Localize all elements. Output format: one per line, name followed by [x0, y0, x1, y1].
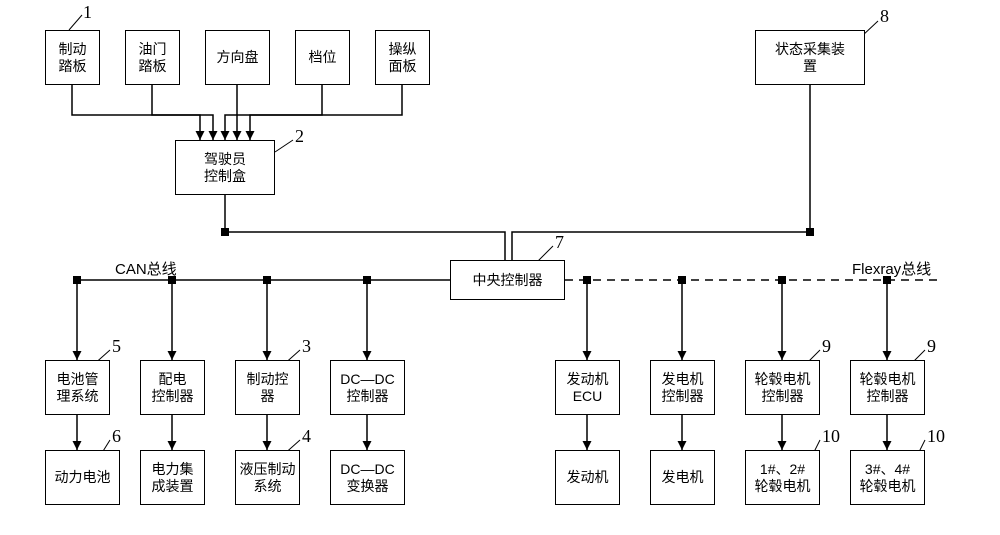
node-control-panel: 操纵面板	[375, 30, 430, 85]
node-label: 方向盘	[217, 49, 259, 66]
node-label: 发电机	[662, 469, 704, 486]
node-label: 制动控器	[247, 371, 289, 405]
annotation-10a: 10	[822, 426, 840, 447]
node-generator: 发电机	[650, 450, 715, 505]
annotation-9b: 9	[927, 336, 936, 357]
node-label: 档位	[309, 49, 337, 66]
node-label: DC—DC变换器	[340, 461, 394, 495]
node-label: DC—DC控制器	[340, 371, 394, 405]
node-label: 动力电池	[55, 469, 111, 486]
node-label: 驾驶员控制盒	[204, 151, 246, 185]
node-engine: 发动机	[555, 450, 620, 505]
node-bms: 电池管理系统	[45, 360, 110, 415]
node-label: 发动机ECU	[567, 371, 609, 405]
node-power-integ: 电力集成装置	[140, 450, 205, 505]
node-driver-box: 驾驶员控制盒	[175, 140, 275, 195]
can-bus-label: CAN总线	[115, 258, 177, 279]
annotation-8: 8	[880, 6, 889, 27]
node-accel-pedal: 油门踏板	[125, 30, 180, 85]
node-label: 配电控制器	[152, 371, 194, 405]
node-label: 状态采集装置	[775, 41, 845, 75]
annotation-10b: 10	[927, 426, 945, 447]
node-label: 油门踏板	[139, 41, 167, 75]
node-label: 发动机	[567, 469, 609, 486]
node-label: 操纵面板	[389, 41, 417, 75]
node-power-batt: 动力电池	[45, 450, 120, 505]
node-gen-ctrl: 发电机控制器	[650, 360, 715, 415]
node-gear: 档位	[295, 30, 350, 85]
annotation-4: 4	[302, 426, 311, 447]
node-label: 3#、4#轮毂电机	[860, 461, 916, 495]
annotation-3: 3	[302, 336, 311, 357]
node-power-dist: 配电控制器	[140, 360, 205, 415]
annotation-7: 7	[555, 232, 564, 253]
node-label: 轮毂电机控制器	[860, 371, 916, 405]
annotation-5: 5	[112, 336, 121, 357]
annotation-2: 2	[295, 126, 304, 147]
node-label: 制动踏板	[59, 41, 87, 75]
node-label: 电力集成装置	[152, 461, 194, 495]
node-hub-ctrl-a: 轮毂电机控制器	[745, 360, 820, 415]
node-steering: 方向盘	[205, 30, 270, 85]
flexray-bus-label: Flexray总线	[852, 258, 931, 279]
node-dcdc-conv: DC—DC变换器	[330, 450, 405, 505]
node-label: 中央控制器	[473, 272, 543, 289]
node-label: 1#、2#轮毂电机	[755, 461, 811, 495]
node-brake-pedal: 制动踏板	[45, 30, 100, 85]
node-state-device: 状态采集装置	[755, 30, 865, 85]
node-label: 发电机控制器	[662, 371, 704, 405]
node-engine-ecu: 发动机ECU	[555, 360, 620, 415]
annotation-9a: 9	[822, 336, 831, 357]
node-hub-ctrl-b: 轮毂电机控制器	[850, 360, 925, 415]
node-label: 轮毂电机控制器	[755, 371, 811, 405]
node-dcdc-ctrl: DC—DC控制器	[330, 360, 405, 415]
annotation-6: 6	[112, 426, 121, 447]
node-hub-motors-34: 3#、4#轮毂电机	[850, 450, 925, 505]
node-hub-motors-12: 1#、2#轮毂电机	[745, 450, 820, 505]
node-central-controller: 中央控制器	[450, 260, 565, 300]
node-hyd-brake: 液压制动系统	[235, 450, 300, 505]
node-label: 电池管理系统	[57, 371, 99, 405]
node-label: 液压制动系统	[240, 461, 296, 495]
node-brake-ctrl: 制动控器	[235, 360, 300, 415]
annotation-1: 1	[83, 2, 92, 23]
